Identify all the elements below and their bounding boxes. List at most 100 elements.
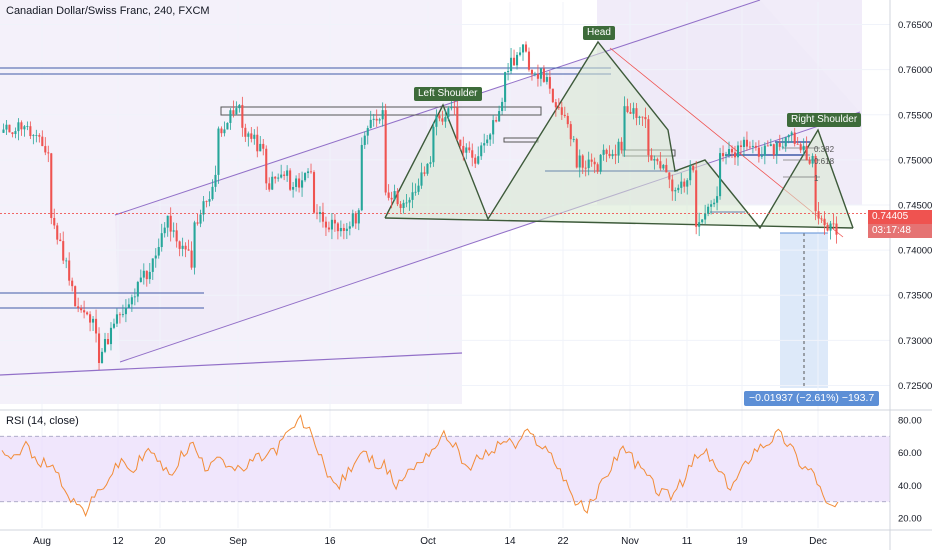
candle-body (432, 126, 435, 163)
candle-body (330, 219, 333, 230)
bar-countdown-tag: 03:17:48 (868, 224, 932, 238)
candle-body (659, 161, 662, 169)
x-tick-label: Sep (229, 536, 247, 547)
candle-body (605, 149, 608, 154)
candle-body (435, 115, 438, 127)
candle-body (151, 258, 154, 272)
candle-body (47, 152, 50, 154)
candle-body (378, 119, 381, 121)
candle-body (793, 132, 796, 144)
candle-body (390, 197, 393, 200)
candle-body (829, 223, 832, 231)
candle-body (274, 176, 277, 179)
fib-label-1: 1 (814, 174, 819, 183)
candle-body (754, 145, 757, 148)
candle-body (692, 165, 695, 171)
candle-body (805, 145, 808, 161)
zone-box-left (220, 106, 542, 116)
candle-body (360, 144, 363, 211)
candle-body (826, 225, 829, 231)
candle-body (280, 174, 283, 178)
candle-body (480, 145, 483, 157)
candle-body (411, 192, 414, 200)
candle-body (518, 52, 522, 55)
candle-body (166, 215, 169, 228)
candle-body (304, 173, 307, 181)
candle-body (548, 77, 551, 89)
candle-body (118, 314, 121, 316)
candle-body (56, 225, 59, 240)
candle-body (653, 159, 656, 161)
candle-body (381, 110, 384, 120)
candle-body (393, 191, 396, 200)
candle-body (808, 160, 811, 164)
candle-body (736, 145, 740, 158)
candle-body (181, 245, 184, 249)
candle-body (674, 190, 677, 192)
head-label[interactable]: Head (583, 26, 615, 40)
candle-body (315, 212, 319, 215)
candle-body (241, 104, 244, 128)
candle-body (599, 154, 602, 172)
ascending-channel-fill (115, 0, 860, 362)
candle-body (817, 211, 820, 219)
left-shoulder-label[interactable]: Left Shoulder (414, 87, 482, 101)
candle-body (662, 164, 665, 169)
candle-body (205, 201, 208, 202)
candle-body (832, 223, 835, 225)
symbol-title[interactable]: Canadian Dollar/Swiss Franc, 240, FXCM (6, 5, 210, 17)
candle-body (354, 213, 357, 224)
candle-body (348, 226, 351, 229)
candle-body (268, 183, 271, 190)
candle-body (402, 202, 405, 209)
candle-body (169, 215, 172, 232)
candle-body (510, 57, 513, 72)
candle-body (713, 202, 716, 205)
candle-body (235, 108, 238, 115)
y-tick-label: 0.73500 (898, 291, 932, 302)
current-price-tag: 0.74405 (868, 210, 932, 224)
candle-body (644, 117, 647, 120)
candle-body (342, 227, 345, 231)
candle-body (256, 134, 259, 152)
candle-body (196, 222, 199, 224)
candle-body (41, 136, 44, 147)
candle-body (89, 314, 92, 323)
candle-body (77, 306, 80, 308)
candle-body (617, 141, 620, 156)
candle-body (501, 101, 504, 112)
candle-body (760, 155, 763, 157)
candle-body (286, 170, 289, 176)
candle-body (375, 118, 378, 121)
candle-body (772, 144, 775, 156)
candle-body (259, 143, 262, 152)
measure-readout[interactable]: −0.01937 (−2.61%) −193.7 (744, 391, 880, 406)
candle-body (414, 191, 417, 193)
candle-body (26, 126, 29, 128)
y-tick-label: 0.75500 (898, 110, 932, 121)
candle-body (217, 128, 220, 175)
candle-body (730, 149, 734, 153)
candle-body (184, 245, 187, 250)
candle-body (44, 146, 47, 153)
candle-body (277, 177, 280, 179)
channel-mid-line (119, 111, 861, 363)
candle-body (333, 219, 336, 224)
rsi-title[interactable]: RSI (14, close) (6, 415, 79, 427)
candle-body (701, 219, 704, 223)
right-shoulder-label[interactable]: Right Shoulder (787, 113, 862, 127)
candle-body (444, 117, 447, 122)
neckline (384, 217, 854, 229)
candle-body (471, 150, 474, 158)
candle-body (405, 202, 408, 204)
candle-body (50, 153, 53, 218)
candle-body (695, 170, 698, 227)
candle-body (420, 172, 423, 186)
candle-body (563, 114, 566, 116)
candle-body (106, 338, 110, 345)
candle-body (127, 304, 130, 308)
candle-body (17, 122, 20, 132)
